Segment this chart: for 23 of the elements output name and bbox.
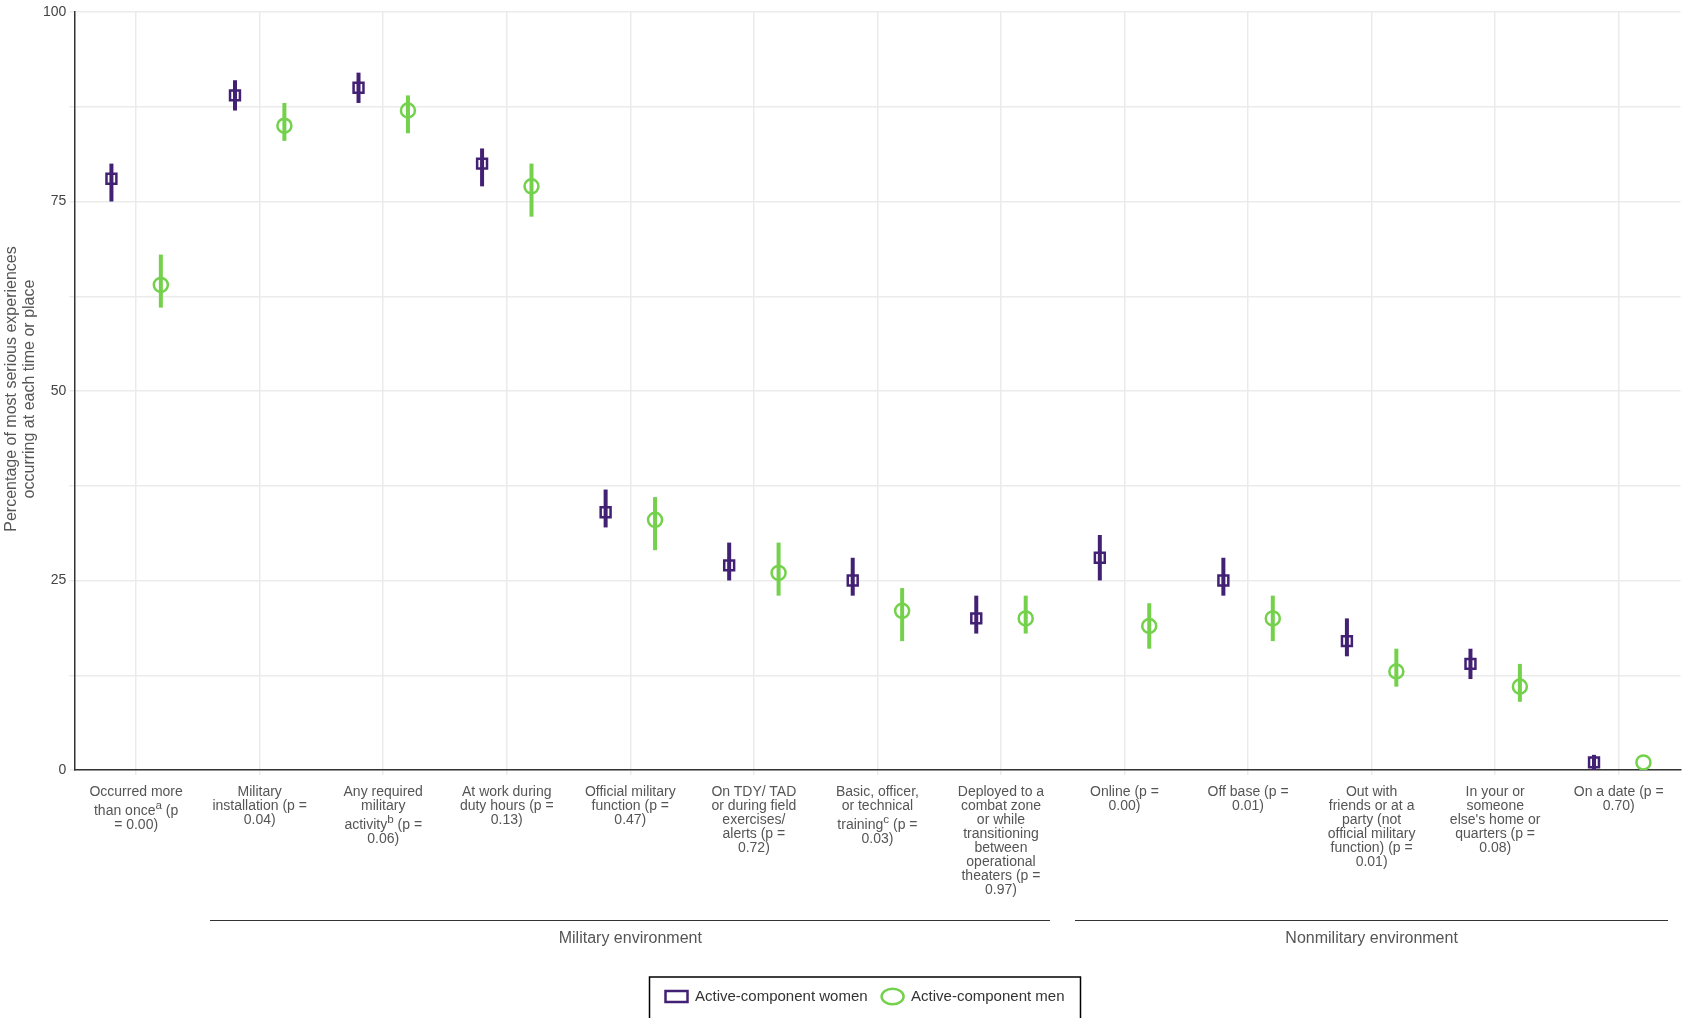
y-tick-label: 50 (50, 381, 67, 398)
x-tick-label: In your or someone else's home or quarters (p = 0.08) (1448, 783, 1542, 855)
group-divider: Military environment (210, 920, 1051, 947)
x-tick-label: Online (p = 0.00) (1089, 783, 1160, 813)
legend-label: Active-component women (695, 986, 868, 1004)
x-tick-label: Military installation (p = 0.04) (211, 783, 308, 827)
x-tick-label: Deployed to a combat zone or while transitioning between operational theaters (p = 0.97) (956, 783, 1046, 897)
x-tick-label: Off base (p = 0.01) (1206, 783, 1290, 813)
x-tick-label: On a date (p = 0.70) (1572, 783, 1665, 813)
y-tick-label: 0 (58, 760, 67, 777)
x-tick-label: Official military function (p = 0.47) (583, 783, 677, 827)
x-tick-label: On TDY/ TAD or during field exercises/ alerts (p = 0.72) (710, 783, 798, 855)
x-tick-label: Basic, officer, or technical training$^{c}$ (p = 0.03) (834, 783, 920, 846)
y-axis-title: Percentage of most serious experiences occurring at each time or place (2, 245, 38, 534)
y-tick-label: 100 (43, 2, 67, 19)
y-tick-label: 25 (50, 571, 67, 588)
y-tick-label: 75 (50, 192, 67, 209)
x-tick-label: Any required military activity$^{b}$ (p = 0.06) (342, 783, 424, 846)
x-tick-label: At work during duty hours (p = 0.13) (458, 783, 555, 827)
x-tick-label: Out with friends or at a party (not official military function) (p = 0.01) (1326, 783, 1417, 869)
legend-label: Active-component men (911, 986, 1065, 1004)
x-tick-label: Occurred more than once$^{a}$ (p = 0.00) (88, 783, 184, 832)
group-divider: Nonmilitary environment (1075, 920, 1669, 947)
